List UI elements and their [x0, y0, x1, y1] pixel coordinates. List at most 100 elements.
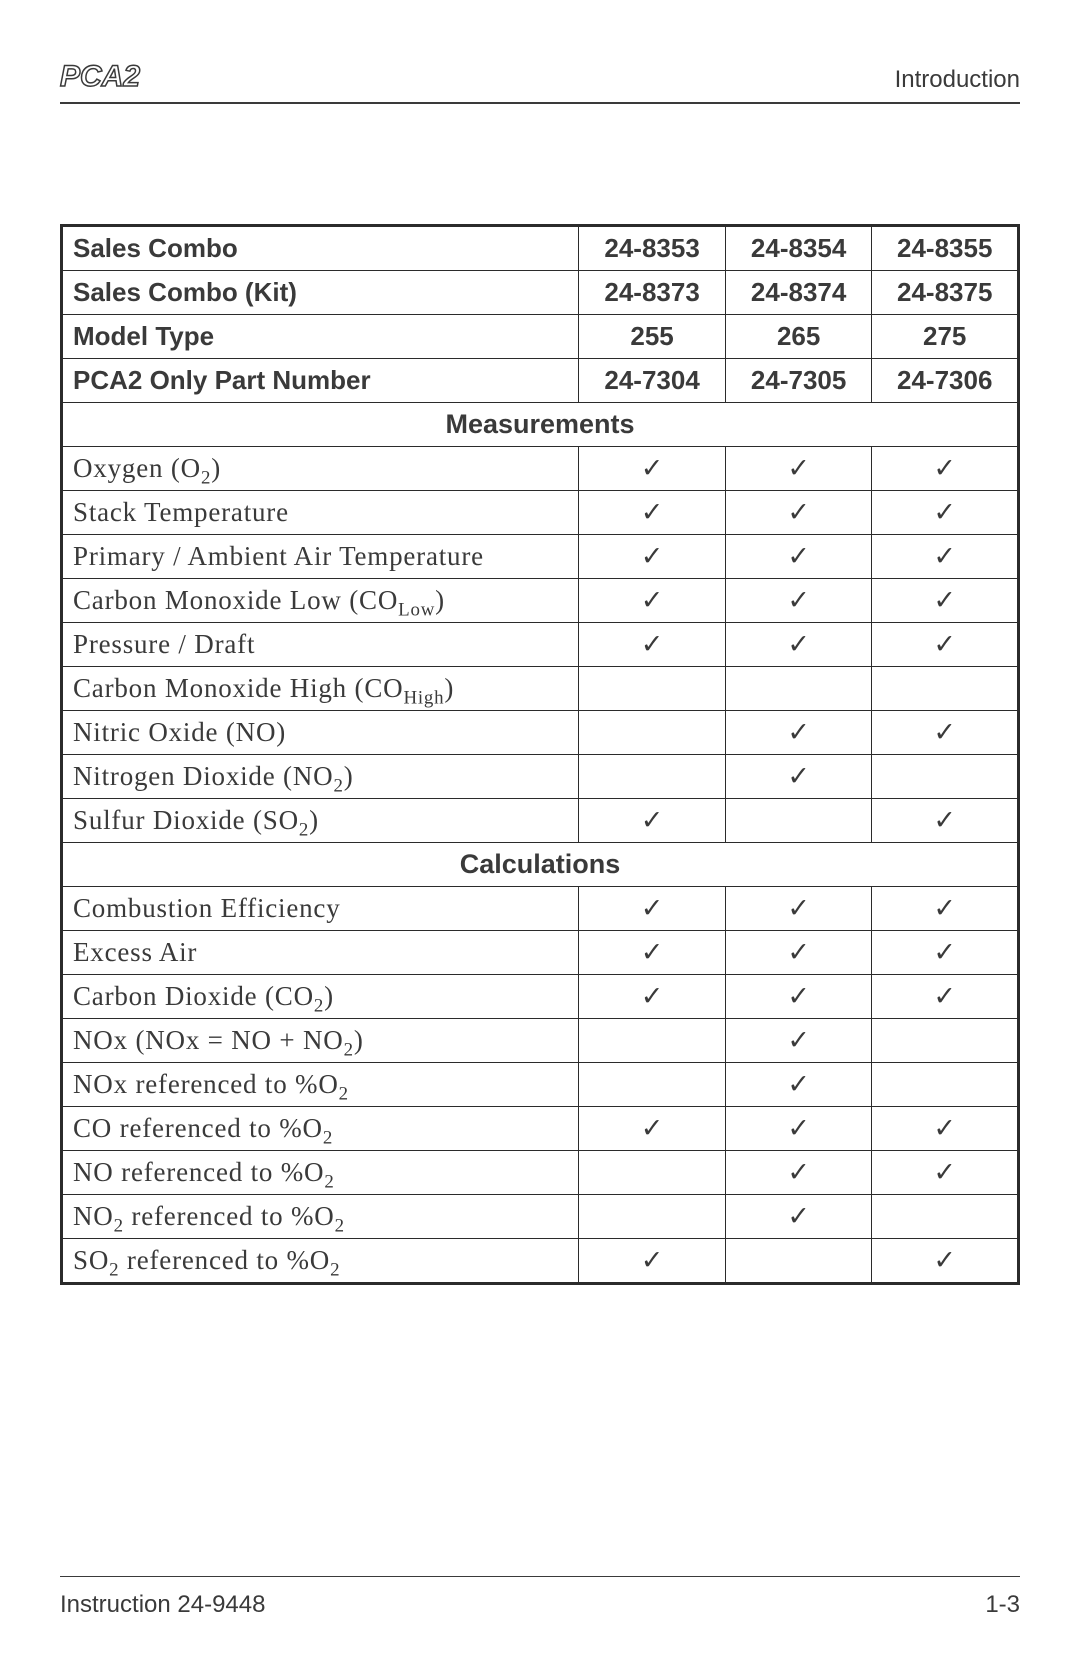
- table-row: Combustion Efficiency✓✓✓: [62, 887, 1019, 931]
- table-row: Primary / Ambient Air Temperature✓✓✓: [62, 535, 1019, 579]
- row-value: ✓: [872, 887, 1019, 931]
- row-value: ✓: [725, 447, 872, 491]
- header-label: PCA2 Only Part Number: [62, 359, 579, 403]
- row-label: Stack Temperature: [62, 491, 579, 535]
- table-row: CO referenced to %O2✓✓✓: [62, 1107, 1019, 1151]
- footer-page-number: 1-3: [985, 1591, 1020, 1619]
- row-value: ✓: [725, 975, 872, 1019]
- content-area: Sales Combo24-835324-835424-8355Sales Co…: [60, 104, 1020, 1576]
- header-value: 24-8353: [579, 226, 726, 271]
- row-label: NO2 referenced to %O2: [62, 1195, 579, 1239]
- header-value: 24-8354: [725, 226, 872, 271]
- row-label: Carbon Monoxide High (COHigh): [62, 667, 579, 711]
- row-label: Combustion Efficiency: [62, 887, 579, 931]
- table-row: Sulfur Dioxide (SO2)✓✓: [62, 799, 1019, 843]
- row-label: Pressure / Draft: [62, 623, 579, 667]
- header-value: 265: [725, 315, 872, 359]
- row-label: Carbon Monoxide Low (COLow): [62, 579, 579, 623]
- row-value: ✓: [725, 623, 872, 667]
- table-row: Excess Air✓✓✓: [62, 931, 1019, 975]
- row-value: ✓: [725, 1063, 872, 1107]
- table-header-row: Sales Combo24-835324-835424-8355: [62, 226, 1019, 271]
- row-value: ✓: [579, 491, 726, 535]
- row-value: ✓: [872, 1239, 1019, 1284]
- row-value: [579, 755, 726, 799]
- header-value: 275: [872, 315, 1019, 359]
- page-footer: Instruction 24-9448 1-3: [60, 1576, 1020, 1619]
- row-value: ✓: [725, 755, 872, 799]
- section-title: Calculations: [62, 843, 1019, 887]
- logo-text: PCA2: [60, 60, 140, 93]
- table-row: SO2 referenced to %O2✓✓: [62, 1239, 1019, 1284]
- row-value: ✓: [872, 447, 1019, 491]
- row-label: Excess Air: [62, 931, 579, 975]
- row-value: [725, 667, 872, 711]
- row-value: ✓: [872, 1107, 1019, 1151]
- row-value: ✓: [579, 887, 726, 931]
- table-row: NO referenced to %O2✓✓: [62, 1151, 1019, 1195]
- row-label: Oxygen (O2): [62, 447, 579, 491]
- table-header-row: Sales Combo (Kit)24-837324-837424-8375: [62, 271, 1019, 315]
- table-row: Nitrogen Dioxide (NO2) ✓: [62, 755, 1019, 799]
- header-section-title: Introduction: [895, 66, 1020, 94]
- row-value: [579, 1151, 726, 1195]
- row-value: ✓: [725, 491, 872, 535]
- row-value: ✓: [725, 931, 872, 975]
- row-value: ✓: [725, 887, 872, 931]
- table-row: Carbon Dioxide (CO2)✓✓✓: [62, 975, 1019, 1019]
- logo: PCA2: [60, 60, 140, 94]
- page-header: PCA2 Introduction: [60, 60, 1020, 104]
- row-label: CO referenced to %O2: [62, 1107, 579, 1151]
- header-value: 24-7306: [872, 359, 1019, 403]
- row-label: NOx (NOx = NO + NO2): [62, 1019, 579, 1063]
- row-value: ✓: [872, 711, 1019, 755]
- header-value: 24-7305: [725, 359, 872, 403]
- row-label: Sulfur Dioxide (SO2): [62, 799, 579, 843]
- row-value: ✓: [872, 931, 1019, 975]
- table-row: Pressure / Draft✓✓✓: [62, 623, 1019, 667]
- table-row: Nitric Oxide (NO) ✓✓: [62, 711, 1019, 755]
- header-value: 255: [579, 315, 726, 359]
- row-value: ✓: [579, 1239, 726, 1284]
- row-value: ✓: [872, 535, 1019, 579]
- row-value: ✓: [872, 1151, 1019, 1195]
- header-value: 24-8374: [725, 271, 872, 315]
- row-value: ✓: [872, 491, 1019, 535]
- row-value: [579, 667, 726, 711]
- header-value: 24-7304: [579, 359, 726, 403]
- row-value: ✓: [579, 799, 726, 843]
- section-title: Measurements: [62, 403, 1019, 447]
- row-value: ✓: [725, 1195, 872, 1239]
- row-value: ✓: [579, 535, 726, 579]
- table-row: Carbon Monoxide High (COHigh): [62, 667, 1019, 711]
- row-label: Primary / Ambient Air Temperature: [62, 535, 579, 579]
- row-value: ✓: [725, 711, 872, 755]
- row-value: [872, 1063, 1019, 1107]
- row-label: Nitrogen Dioxide (NO2): [62, 755, 579, 799]
- row-value: ✓: [579, 447, 726, 491]
- header-value: 24-8375: [872, 271, 1019, 315]
- table-header-row: PCA2 Only Part Number24-730424-730524-73…: [62, 359, 1019, 403]
- row-value: ✓: [872, 623, 1019, 667]
- table-row: Carbon Monoxide Low (COLow)✓✓✓: [62, 579, 1019, 623]
- row-value: ✓: [579, 931, 726, 975]
- table-row: Stack Temperature✓✓✓: [62, 491, 1019, 535]
- row-label: Nitric Oxide (NO): [62, 711, 579, 755]
- spec-table: Sales Combo24-835324-835424-8355Sales Co…: [60, 224, 1020, 1285]
- row-value: ✓: [725, 579, 872, 623]
- row-value: [579, 1063, 726, 1107]
- row-value: ✓: [872, 975, 1019, 1019]
- table-header-row: Model Type255265275: [62, 315, 1019, 359]
- row-value: ✓: [579, 975, 726, 1019]
- table-row: NO2 referenced to %O2 ✓: [62, 1195, 1019, 1239]
- row-value: [579, 1195, 726, 1239]
- row-value: [872, 1019, 1019, 1063]
- table-row: NOx (NOx = NO + NO2)✓: [62, 1019, 1019, 1063]
- row-label: NO referenced to %O2: [62, 1151, 579, 1195]
- row-value: [725, 799, 872, 843]
- row-value: ✓: [725, 1107, 872, 1151]
- header-label: Sales Combo (Kit): [62, 271, 579, 315]
- row-value: [579, 1019, 726, 1063]
- header-label: Model Type: [62, 315, 579, 359]
- table-row: Oxygen (O2)✓✓✓: [62, 447, 1019, 491]
